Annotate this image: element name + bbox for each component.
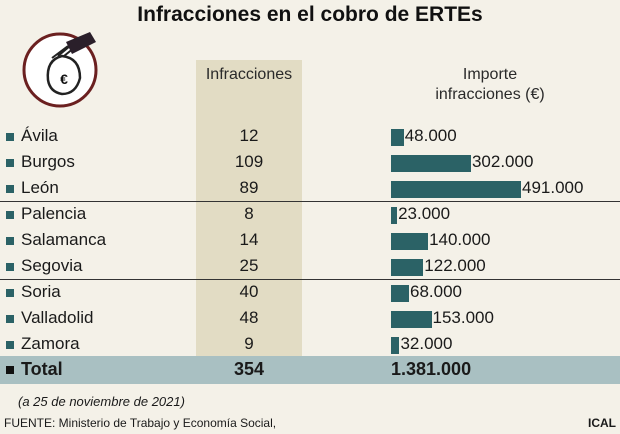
importe-label: 32.000 — [400, 334, 453, 353]
importe-bar — [391, 129, 404, 146]
province-name: Segovia — [21, 256, 83, 275]
province-name: Zamora — [21, 334, 80, 353]
header-importe: Importe infracciones (€) — [380, 65, 600, 105]
importe-bar — [391, 181, 521, 198]
importe-label: 302.000 — [471, 152, 534, 171]
infracciones-value: 48 — [239, 308, 259, 327]
importe-bar — [391, 207, 398, 224]
importe-bar — [391, 337, 400, 354]
table-row: Soria 40 68.000 — [0, 280, 620, 306]
row-marker — [6, 133, 14, 141]
importe-bar — [391, 233, 429, 250]
row-marker — [6, 159, 14, 167]
infracciones-value: 89 — [239, 178, 259, 197]
province-name: Soria — [21, 282, 61, 301]
table-row: Segovia 25 122.000 — [0, 254, 620, 280]
importe-label: 491.000 — [522, 178, 584, 197]
importe-label: 68.000 — [410, 282, 462, 301]
importe-label: 153.000 — [432, 308, 494, 327]
row-marker — [6, 263, 14, 271]
table-row: Salamanca 14 140.000 — [0, 228, 620, 254]
row-marker — [6, 237, 14, 245]
infracciones-value: 25 — [239, 256, 259, 275]
row-marker — [6, 315, 14, 323]
credit-text: ICAL — [588, 416, 616, 430]
importe-label: 122.000 — [424, 256, 486, 275]
importe-bar — [391, 285, 409, 302]
table-row: Valladolid 48 153.000 — [0, 306, 620, 332]
infracciones-value: 14 — [239, 230, 259, 249]
province-name: Ávila — [21, 126, 58, 145]
header-importe-line1: Importe — [462, 66, 518, 83]
importe-label: 48.000 — [404, 126, 457, 145]
infracciones-value: 12 — [239, 126, 259, 145]
euro-symbol: € — [60, 71, 68, 87]
infracciones-value: 8 — [244, 204, 254, 223]
infracciones-value: 40 — [239, 282, 259, 301]
table-row: Palencia 8 23.000 — [0, 202, 620, 228]
table-row: Zamora 9 32.000 — [0, 332, 620, 358]
money-bag-icon: € — [22, 32, 98, 108]
importe-bar — [391, 311, 432, 328]
province-name: Burgos — [21, 152, 75, 171]
infracciones-value: 109 — [234, 152, 264, 171]
province-name: Valladolid — [21, 308, 94, 327]
total-label: Total — [21, 359, 63, 379]
importe-bar — [391, 155, 471, 172]
header-infracciones: Infracciones — [205, 66, 293, 83]
province-name: Palencia — [21, 204, 87, 223]
infracciones-column-shade — [196, 60, 302, 356]
table-row: Burgos 109 302.000 — [0, 150, 620, 176]
importe-bar — [391, 259, 424, 276]
total-importe: 1.381.000 — [391, 359, 472, 379]
row-marker — [6, 185, 14, 193]
date-note: (a 25 de noviembre de 2021) — [18, 394, 185, 409]
total-infracciones: 354 — [233, 359, 265, 379]
province-name: León — [21, 178, 59, 197]
header-importe-line2: infracciones (€) — [435, 86, 545, 103]
table-row: Ávila 12 48.000 — [0, 124, 620, 150]
group-separator — [0, 279, 620, 280]
province-name: Salamanca — [21, 230, 107, 249]
group-separator — [0, 201, 620, 202]
row-marker — [6, 366, 14, 374]
importe-label: 23.000 — [398, 204, 451, 223]
row-marker — [6, 211, 14, 219]
infracciones-value: 9 — [244, 334, 254, 353]
total-row: Total 354 1.381.000 — [0, 356, 620, 384]
table-row: León 89 491.000 — [0, 176, 620, 202]
importe-label: 140.000 — [429, 230, 491, 249]
row-marker — [6, 289, 14, 297]
source-text: FUENTE: Ministerio de Trabajo y Economía… — [4, 416, 277, 430]
row-marker — [6, 341, 14, 349]
chart-title: Infracciones en el cobro de ERTEs — [137, 3, 483, 26]
